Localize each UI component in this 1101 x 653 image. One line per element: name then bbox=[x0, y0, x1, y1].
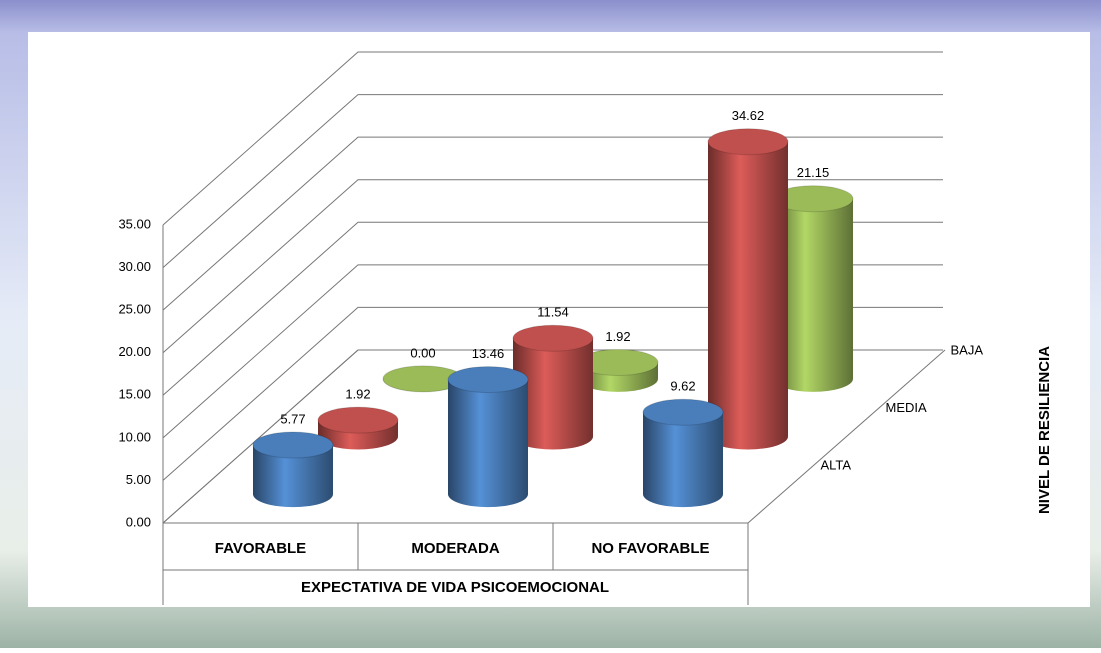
cylinder-body bbox=[253, 445, 333, 508]
data-label: 5.77 bbox=[280, 411, 305, 426]
data-label: 34.62 bbox=[732, 108, 765, 123]
cylinder-body bbox=[643, 412, 723, 508]
data-label: 11.54 bbox=[537, 305, 569, 320]
cylinder-top bbox=[512, 324, 594, 352]
grid-line bbox=[162, 51, 943, 226]
y-tick-label: 15.00 bbox=[118, 387, 151, 402]
data-label: 13.46 bbox=[472, 346, 505, 361]
y-tick-label: 25.00 bbox=[118, 302, 151, 317]
cylinder-top bbox=[447, 366, 529, 394]
y-tick-label: 30.00 bbox=[118, 259, 151, 274]
legend-label: BAJA bbox=[951, 342, 984, 357]
cylinder-top bbox=[707, 128, 789, 156]
y-tick-label: 35.00 bbox=[118, 216, 151, 231]
y-tick-label: 20.00 bbox=[118, 344, 151, 359]
cylinder bbox=[382, 365, 464, 393]
data-label: 0.00 bbox=[410, 345, 435, 360]
x-tick-label: FAVORABLE bbox=[215, 540, 306, 557]
x-axis-title: EXPECTATIVA DE VIDA PSICOEMOCIONAL bbox=[301, 579, 609, 596]
legend-label: MEDIA bbox=[886, 400, 928, 415]
cylinder-top bbox=[252, 431, 334, 459]
data-label: 1.92 bbox=[605, 329, 630, 344]
cylinder bbox=[512, 324, 594, 450]
x-tick-label: MODERADA bbox=[411, 540, 499, 557]
data-label: 9.62 bbox=[670, 379, 695, 394]
cylinder-body bbox=[513, 338, 593, 450]
legend-label: ALTA bbox=[821, 458, 852, 473]
cylinder bbox=[772, 185, 854, 392]
cylinder-top bbox=[642, 398, 724, 426]
y-tick-label: 10.00 bbox=[118, 429, 151, 444]
cylinder bbox=[577, 348, 659, 392]
grid-line bbox=[162, 94, 943, 268]
x-tick-label: NO FAVORABLE bbox=[591, 540, 709, 557]
cylinder-body bbox=[448, 379, 528, 508]
plot-area bbox=[28, 32, 1090, 607]
cylinder bbox=[447, 366, 529, 508]
cylinder-top bbox=[317, 406, 399, 434]
cylinder bbox=[252, 431, 334, 508]
cylinder-body bbox=[708, 141, 788, 450]
depth-axis-title: NIVEL DE RESILIENCIA bbox=[1036, 346, 1053, 514]
cylinder bbox=[642, 398, 724, 508]
y-tick-label: 5.00 bbox=[126, 472, 151, 487]
data-label: 21.15 bbox=[797, 165, 830, 180]
cylinder-body bbox=[773, 198, 853, 392]
cylinder bbox=[317, 406, 399, 450]
cylinder bbox=[707, 128, 789, 450]
y-tick-label: 0.00 bbox=[126, 514, 151, 529]
data-label: 1.92 bbox=[345, 387, 370, 402]
